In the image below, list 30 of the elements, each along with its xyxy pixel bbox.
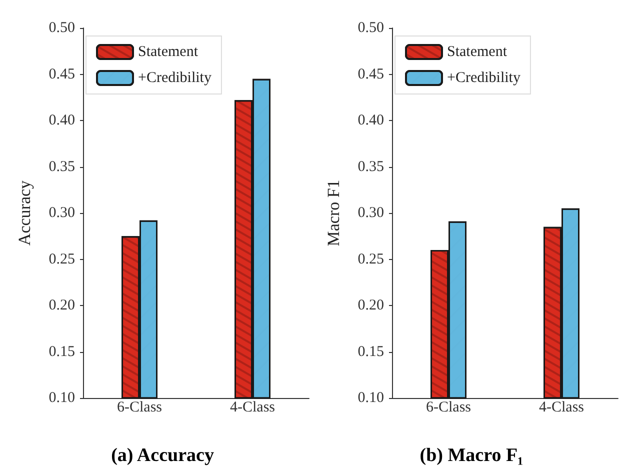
y-axis-title: Macro F1 [324,180,343,246]
y-tick-label: 0.10 [48,390,75,406]
y-tick-label: 0.20 [358,298,384,314]
text: (b) Macro F₁ [420,445,524,466]
y-tick-label: 0.15 [48,344,75,360]
y-tick-label: 0.25 [48,251,75,268]
x-tick-label: 6-Class [117,400,162,416]
legend-label: +Credibility [138,70,212,86]
y-axis-title: Accuracy [15,180,34,246]
x-tick-label: 4-Class [539,400,584,416]
y-tick-label: 0.40 [48,112,75,128]
y-tick-label: 0.45 [358,66,384,82]
y-tick-label: 0.50 [48,20,75,36]
y-tick-label: 0.15 [358,344,384,360]
x-tick-label: 4-Class [230,400,276,416]
y-tick-label: 0.20 [48,298,75,314]
y-tick-label: 0.50 [358,20,384,36]
y-tick-label: 0.35 [48,158,75,175]
y-tick-label: 0.40 [358,112,384,128]
x-tick-label: 6-Class [426,400,472,416]
y-tick-label: 0.45 [48,66,75,82]
y-tick-label: 0.35 [358,158,384,175]
y-tick-label: 0.30 [48,205,75,221]
legend-label: +Credibility [447,70,521,86]
legend-label: Statement [447,44,508,60]
text: (a) Accuracy [111,445,214,466]
y-tick-label: 0.30 [358,205,384,221]
legend-label: Statement [138,44,199,60]
y-tick-label: 0.10 [358,390,384,406]
y-tick-label: 0.25 [358,251,384,268]
